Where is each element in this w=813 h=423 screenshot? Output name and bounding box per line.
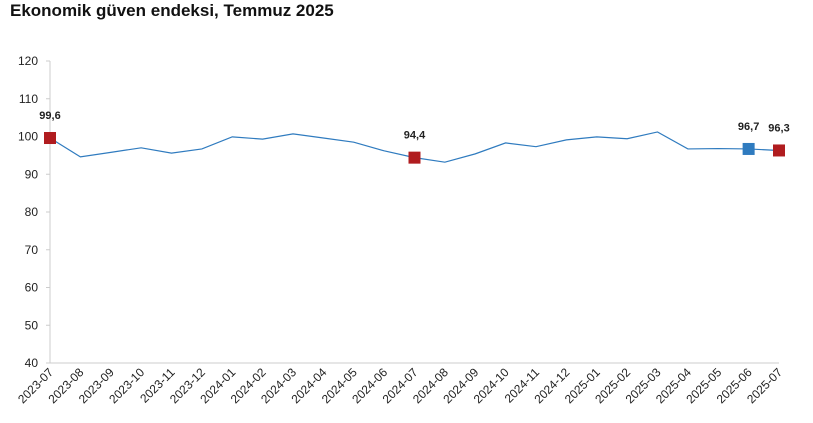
- marker: [408, 151, 421, 164]
- y-tick-label: 100: [18, 130, 38, 144]
- marker: [742, 142, 755, 155]
- chart-title: Ekonomik güven endeksi, Temmuz 2025: [10, 1, 334, 20]
- y-tick-label: 50: [25, 318, 39, 332]
- y-tick-label: 110: [19, 92, 38, 106]
- value-label: 94,4: [404, 130, 426, 142]
- y-tick-label: 40: [25, 356, 39, 370]
- y-tick-label: 90: [25, 167, 39, 181]
- marker: [44, 132, 56, 145]
- marker: [773, 144, 785, 157]
- y-tick-label: 80: [25, 205, 39, 219]
- y-tick-label: 60: [25, 281, 39, 295]
- value-label: 96,7: [738, 121, 759, 133]
- value-label: 96,3: [768, 122, 789, 134]
- y-tick-label: 70: [25, 243, 39, 257]
- value-label: 99,6: [39, 110, 60, 122]
- y-tick-label: 120: [18, 54, 38, 68]
